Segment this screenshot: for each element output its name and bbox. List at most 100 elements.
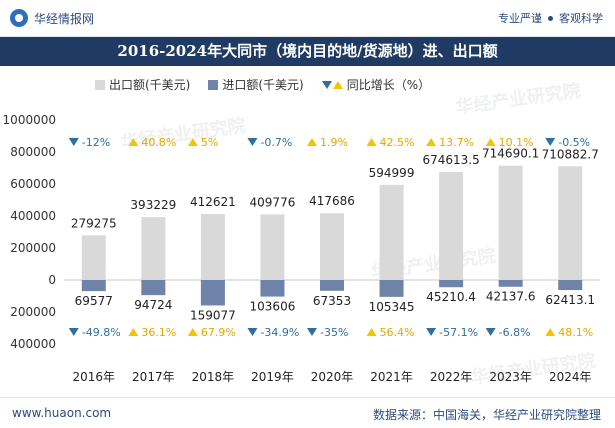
import-bar [141, 280, 166, 296]
export-value-label: 714690.1 [482, 147, 539, 161]
x-tick-label: 2016年 [73, 370, 116, 384]
export-value-label: 710882.7 [542, 147, 599, 161]
export-bar [439, 172, 464, 280]
import-bar [81, 280, 106, 292]
import-bar [200, 280, 225, 306]
footer: www.huaon.com 数据来源：中国海关，华经产业研究院整理 [0, 397, 615, 428]
export-growth-label: 13.7% [439, 136, 474, 149]
export-bar [558, 166, 583, 280]
import-value-label: 103606 [250, 300, 296, 314]
import-growth-label: -6.8% [499, 326, 531, 339]
y-tick-label: 1000000 [3, 113, 56, 127]
import-value-label: 94724 [134, 298, 172, 312]
export-bar [200, 213, 225, 280]
down-triangle-icon [68, 138, 79, 146]
chart-plot: 1000000 800000 600000 400000 200000 0 200000 40… [3, 113, 600, 384]
export-growth-label: -0.7% [260, 136, 292, 149]
up-triangle-icon [128, 138, 139, 146]
down-triangle-icon [68, 328, 79, 336]
down-triangle-icon [485, 328, 496, 336]
x-tick-label: 2023年 [489, 370, 532, 384]
import-growth-label: -57.1% [439, 326, 478, 339]
top-bar: 华经情报网 专业严谨 客观科学 [0, 0, 615, 37]
y-tick-label: 200000 [10, 305, 56, 319]
slogan: 专业严谨 客观科学 [498, 10, 603, 26]
import-growth-label: 36.1% [141, 326, 176, 339]
export-value-label: 393229 [130, 198, 176, 212]
brand[interactable]: 华经情报网 [10, 9, 94, 27]
export-bar [379, 184, 404, 280]
legend-growth-label: 同比增长（%） [346, 78, 431, 92]
import-growth-label: -49.8% [82, 326, 121, 339]
legend-export-swatch [95, 79, 105, 90]
export-growth-label: 1.9% [320, 136, 348, 149]
export-value-label: 594999 [369, 166, 415, 180]
up-triangle-icon [545, 328, 556, 336]
import-growth-label: -34.9% [260, 326, 299, 339]
export-bar [81, 235, 106, 280]
down-triangle-icon [426, 328, 437, 336]
y-tick-label: 0 [48, 273, 56, 287]
import-bar [320, 280, 344, 291]
y-tick-label: 200000 [10, 241, 56, 255]
export-value-label: 674613.5 [422, 153, 479, 167]
legend: 出口额(千美元) 进口额(千美元) 同比增长（%） [95, 76, 430, 93]
down-triangle-icon [545, 138, 556, 146]
chart-title: 2016-2024年大同市（境内目的地/货源地）进、出口额 [0, 37, 615, 66]
export-value-label: 279275 [71, 216, 117, 230]
import-value-label: 45210.4 [426, 290, 476, 304]
export-growth-label: 40.8% [141, 136, 176, 149]
y-tick-label: 800000 [10, 145, 56, 159]
import-growth-label: 48.1% [558, 326, 593, 339]
import-value-label: 159077 [190, 308, 236, 322]
x-tick-label: 2018年 [192, 370, 235, 384]
x-tick-label: 2022年 [430, 370, 473, 384]
y-tick-label: 600000 [10, 177, 56, 191]
import-value-label: 105345 [369, 300, 415, 314]
import-bar [498, 280, 523, 287]
export-value-label: 409776 [250, 195, 296, 209]
y-tick-label: 400000 [10, 209, 56, 223]
legend-growth[interactable]: 同比增长（%） [321, 76, 431, 93]
slogan-1: 专业严谨 [498, 12, 542, 25]
import-growth-label: 56.4% [380, 326, 415, 339]
x-tick-label: 2020年 [311, 370, 354, 384]
export-growth-label: 5% [201, 136, 218, 149]
import-bar [558, 280, 583, 290]
y-tick-label: 400000 [10, 337, 56, 351]
import-bar [379, 280, 404, 297]
x-tick-label: 2019年 [251, 370, 294, 384]
legend-import[interactable]: 进口额(千美元) [208, 76, 304, 93]
legend-import-swatch [208, 79, 219, 90]
import-bar [260, 280, 285, 297]
export-growth-label: -0.5% [558, 136, 590, 149]
export-growth-label: 42.5% [380, 136, 415, 149]
export-bar [320, 213, 344, 280]
up-triangle-icon [187, 138, 198, 146]
x-tick-label: 2024年 [549, 370, 592, 384]
up-triangle-icon [187, 328, 198, 336]
export-value-label: 417686 [309, 194, 355, 208]
import-value-label: 69577 [75, 294, 113, 308]
import-value-label: 67353 [313, 294, 351, 308]
down-triangle-icon [247, 328, 258, 336]
export-growth-label: -12% [82, 136, 110, 149]
slogan-2: 客观科学 [559, 12, 603, 25]
import-value-label: 62413.1 [545, 293, 595, 307]
up-triangle-icon [307, 138, 317, 146]
export-bar [498, 165, 523, 280]
down-triangle-icon [307, 328, 317, 336]
up-triangle-icon [332, 80, 343, 89]
up-triangle-icon [366, 328, 377, 336]
legend-import-label: 进口额(千美元) [222, 78, 304, 92]
site-link[interactable]: www.huaon.com [12, 406, 112, 420]
brand-name: 华经情报网 [34, 11, 95, 26]
up-triangle-icon [366, 138, 377, 146]
x-tick-label: 2021年 [370, 370, 413, 384]
export-bar [260, 214, 285, 280]
up-triangle-icon [128, 328, 139, 336]
legend-export[interactable]: 出口额(千美元) [95, 76, 190, 93]
down-triangle-icon [247, 138, 258, 146]
down-triangle-icon [321, 80, 332, 89]
